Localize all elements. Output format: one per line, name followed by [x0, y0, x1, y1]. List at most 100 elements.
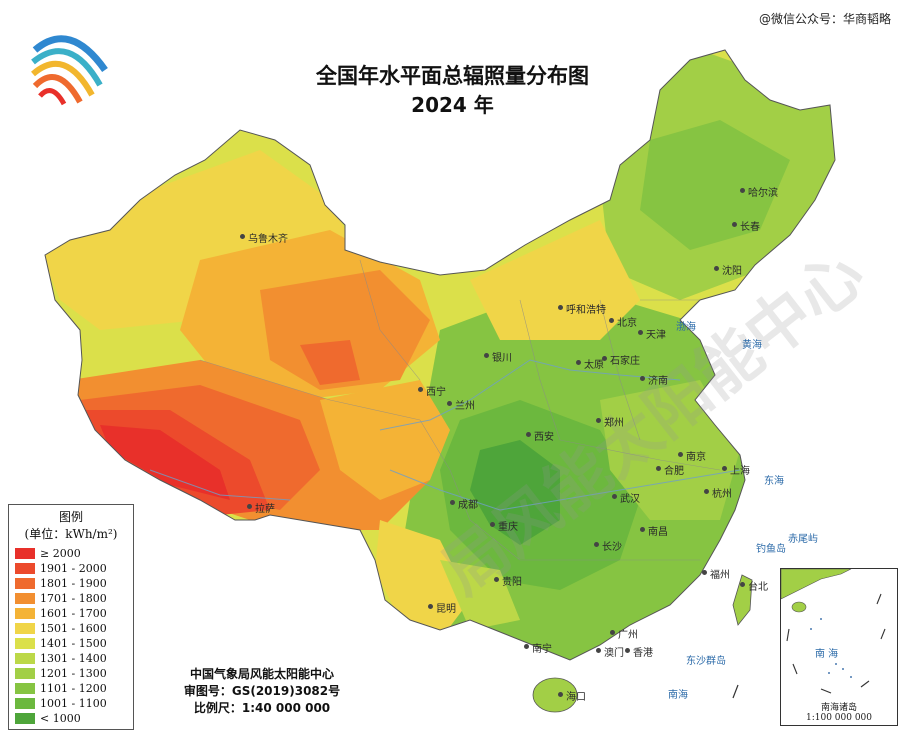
legend-item: 1501 - 1600: [15, 621, 133, 636]
city-dot: [625, 648, 630, 653]
city-label: 西安: [534, 432, 554, 443]
south-china-sea-inset: 南 海 南海诸岛 1:100 000 000: [780, 568, 898, 726]
legend-item: 1901 - 2000: [15, 561, 133, 576]
publisher: 中国气象局风能太阳能中心: [189, 667, 334, 681]
city-label: 乌鲁木齐: [248, 234, 288, 245]
legend-label: 1801 - 1900: [40, 577, 107, 590]
legend-swatch: [15, 653, 35, 664]
legend-swatch: [15, 713, 35, 724]
city-dot: [576, 360, 581, 365]
legend-swatch: [15, 563, 35, 574]
city-label: 合肥: [664, 466, 684, 477]
city-label: 沈阳: [722, 266, 742, 277]
city-dot: [602, 356, 607, 361]
legend-label: 1601 - 1700: [40, 607, 107, 620]
sea-label: 钓鱼岛: [756, 544, 786, 555]
legend-label: 1201 - 1300: [40, 667, 107, 680]
city-label: 台北: [748, 582, 768, 593]
legend-swatch: [15, 698, 35, 709]
city-dot: [526, 432, 531, 437]
legend-item: 1101 - 1200: [15, 681, 133, 696]
city-label: 北京: [617, 318, 637, 329]
city-label: 重庆: [498, 522, 518, 533]
city-label: 太原: [584, 360, 604, 371]
map-subtitle: 2024 年: [411, 93, 494, 117]
city-label: 长沙: [602, 542, 622, 553]
legend-item: 1801 - 1900: [15, 576, 133, 591]
map-scale: 比例尺：1:40 000 000: [193, 701, 331, 715]
city-dot: [596, 418, 601, 423]
legend-item: 1601 - 1700: [15, 606, 133, 621]
city-label: 南昌: [648, 527, 668, 538]
legend-label: 1501 - 1600: [40, 622, 107, 635]
city-label: 昆明: [436, 604, 456, 615]
legend-label: 1901 - 2000: [40, 562, 107, 575]
map-title: 全国年水平面总辐照量分布图: [316, 64, 589, 88]
city-label: 南京: [686, 452, 706, 463]
legend-swatch: [15, 593, 35, 604]
city-dot: [490, 522, 495, 527]
inset-sea-label: 南 海: [815, 649, 839, 660]
city-dot: [638, 330, 643, 335]
sea-label: 渤海: [676, 322, 696, 333]
city-dot: [678, 452, 683, 457]
inset-name: 南海诸岛: [820, 703, 857, 713]
city-dot: [428, 604, 433, 609]
legend-item: < 1000: [15, 711, 133, 726]
legend-label: 1701 - 1800: [40, 592, 107, 605]
city-dot: [732, 222, 737, 227]
legend-label: 1001 - 1100: [40, 697, 107, 710]
city-dot: [610, 630, 615, 635]
city-label: 福州: [710, 570, 730, 581]
city-label: 海口: [566, 692, 586, 703]
city-dot: [714, 266, 719, 271]
city-label: 石家庄: [610, 356, 640, 367]
city-label: 济南: [648, 376, 668, 387]
inset-scale: 1:100 000 000: [805, 713, 872, 723]
legend-swatch: [15, 608, 35, 619]
city-dot: [656, 466, 661, 471]
wechat-credit: @微信公众号：华商韬略: [758, 12, 891, 26]
legend-item: 1201 - 1300: [15, 666, 133, 681]
city-dot: [596, 648, 601, 653]
city-dot: [609, 318, 614, 323]
cma-logo: [31, 35, 108, 106]
legend-label: < 1000: [40, 712, 81, 725]
city-dot: [558, 692, 563, 697]
sea-label: 南海: [668, 690, 688, 701]
legend-swatch: [15, 623, 35, 634]
city-label: 郑州: [604, 418, 624, 429]
legend-label: ≥ 2000: [40, 547, 81, 560]
legend: 图例 (单位：kWh/m²) ≥ 2000 1901 - 2000 1801 - 1…: [8, 504, 134, 730]
legend-label: 1101 - 1200: [40, 682, 107, 695]
city-dot: [704, 489, 709, 494]
city-dot: [640, 527, 645, 532]
legend-label: 1301 - 1400: [40, 652, 107, 665]
legend-item: 1401 - 1500: [15, 636, 133, 651]
city-label: 上海: [730, 466, 750, 477]
legend-swatch: [15, 683, 35, 694]
city-dot: [418, 387, 423, 392]
sea-label: 东海: [764, 476, 784, 487]
legend-item: 1301 - 1400: [15, 651, 133, 666]
legend-swatch: [15, 548, 35, 559]
city-label: 兰州: [455, 401, 475, 412]
city-dot: [640, 376, 645, 381]
city-label: 澳门: [604, 648, 624, 659]
legend-swatch: [15, 668, 35, 679]
city-dot: [740, 582, 745, 587]
city-dot: [450, 500, 455, 505]
city-label: 杭州: [712, 489, 732, 500]
legend-item: 1701 - 1800: [15, 591, 133, 606]
city-label: 天津: [646, 330, 666, 341]
legend-swatch: [15, 638, 35, 649]
legend-item: ≥ 2000: [15, 546, 133, 561]
legend-item: 1001 - 1100: [15, 696, 133, 711]
city-dot: [702, 570, 707, 575]
city-label: 南宁: [532, 644, 552, 655]
city-label: 西宁: [426, 387, 446, 398]
review-number: 审图号：GS(2019)3082号: [183, 684, 341, 698]
city-label: 银川: [492, 353, 512, 364]
sea-label: 赤尾屿: [788, 534, 818, 545]
